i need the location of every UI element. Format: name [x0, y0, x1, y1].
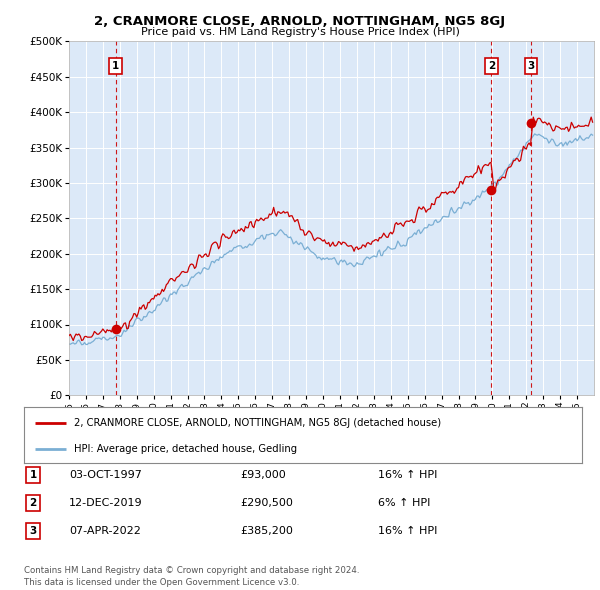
Text: 6% ↑ HPI: 6% ↑ HPI: [378, 498, 430, 507]
Text: £93,000: £93,000: [240, 470, 286, 480]
Text: 12-DEC-2019: 12-DEC-2019: [69, 498, 143, 507]
Text: 16% ↑ HPI: 16% ↑ HPI: [378, 470, 437, 480]
Text: 2, CRANMORE CLOSE, ARNOLD, NOTTINGHAM, NG5 8GJ: 2, CRANMORE CLOSE, ARNOLD, NOTTINGHAM, N…: [94, 15, 506, 28]
Text: 1: 1: [112, 61, 119, 71]
Text: 2, CRANMORE CLOSE, ARNOLD, NOTTINGHAM, NG5 8GJ (detached house): 2, CRANMORE CLOSE, ARNOLD, NOTTINGHAM, N…: [74, 418, 442, 428]
Text: 2: 2: [29, 498, 37, 507]
Text: 3: 3: [527, 61, 535, 71]
Text: £385,200: £385,200: [240, 526, 293, 536]
Text: 3: 3: [29, 526, 37, 536]
Text: 2: 2: [488, 61, 495, 71]
Text: HPI: Average price, detached house, Gedling: HPI: Average price, detached house, Gedl…: [74, 444, 298, 454]
Text: 03-OCT-1997: 03-OCT-1997: [69, 470, 142, 480]
Text: 1: 1: [29, 470, 37, 480]
Text: £290,500: £290,500: [240, 498, 293, 507]
Text: 16% ↑ HPI: 16% ↑ HPI: [378, 526, 437, 536]
Text: 07-APR-2022: 07-APR-2022: [69, 526, 141, 536]
Text: Price paid vs. HM Land Registry's House Price Index (HPI): Price paid vs. HM Land Registry's House …: [140, 27, 460, 37]
Text: Contains HM Land Registry data © Crown copyright and database right 2024.
This d: Contains HM Land Registry data © Crown c…: [24, 566, 359, 587]
